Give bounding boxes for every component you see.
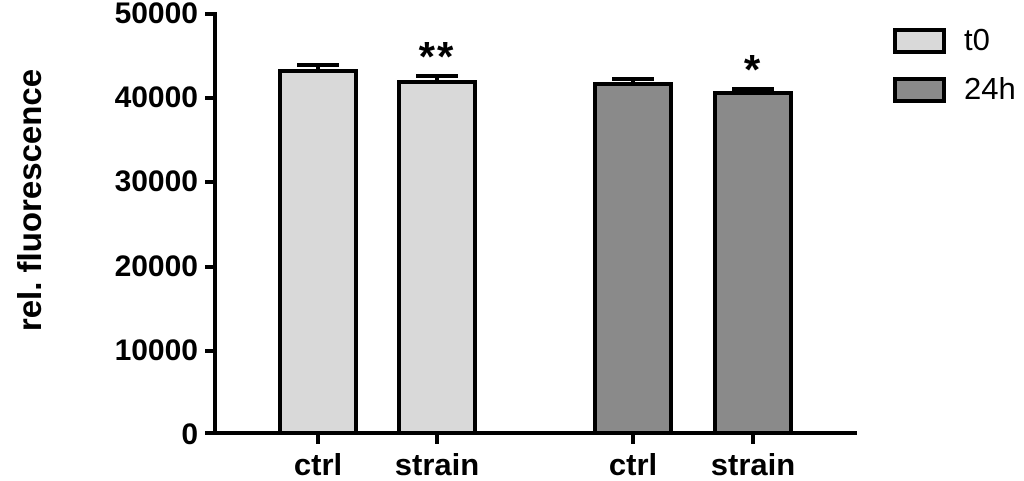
y-tick-mark bbox=[205, 96, 214, 101]
y-axis-label: rel. fluorescence bbox=[11, 68, 48, 332]
y-tick-label: 10000 bbox=[114, 333, 198, 367]
y-tick-mark bbox=[205, 180, 214, 185]
bar-strain-24h bbox=[713, 91, 793, 435]
y-tick-label: 0 bbox=[181, 418, 198, 451]
significance-marker: * bbox=[743, 45, 763, 93]
x-tick-label: ctrl bbox=[608, 447, 658, 481]
y-axis-spine bbox=[213, 12, 217, 435]
x-tick-mark bbox=[751, 435, 755, 444]
bar-strain-t0 bbox=[397, 79, 477, 435]
y-tick-mark bbox=[205, 348, 214, 353]
y-tick-label: 20000 bbox=[114, 249, 198, 283]
x-tick-mark bbox=[435, 435, 439, 444]
x-tick-mark bbox=[316, 435, 320, 444]
error-bar-cap bbox=[297, 63, 339, 68]
y-tick-label: 30000 bbox=[114, 165, 198, 199]
x-tick-mark bbox=[631, 435, 635, 444]
y-tick-label: 50000 bbox=[114, 0, 198, 30]
legend-label-t0: t0 bbox=[964, 22, 990, 57]
bar-ctrl-24h bbox=[593, 82, 673, 435]
significance-marker: ** bbox=[418, 33, 456, 81]
x-tick-label: ctrl bbox=[293, 447, 343, 481]
legend-label-24h: 24h bbox=[964, 71, 1016, 106]
error-bar-cap bbox=[612, 76, 654, 81]
y-tick-mark bbox=[205, 12, 214, 16]
y-tick-label: 40000 bbox=[114, 81, 198, 115]
y-tick-mark bbox=[205, 264, 214, 269]
legend-swatch-24h bbox=[893, 77, 946, 103]
legend-swatch-t0 bbox=[893, 28, 946, 54]
bar-ctrl-t0 bbox=[278, 68, 358, 435]
error-bar-cap bbox=[416, 74, 458, 79]
error-bar-cap bbox=[732, 86, 774, 91]
x-axis-spine bbox=[205, 431, 857, 435]
x-tick-label: strain bbox=[710, 447, 796, 481]
x-tick-label: strain bbox=[394, 447, 480, 481]
